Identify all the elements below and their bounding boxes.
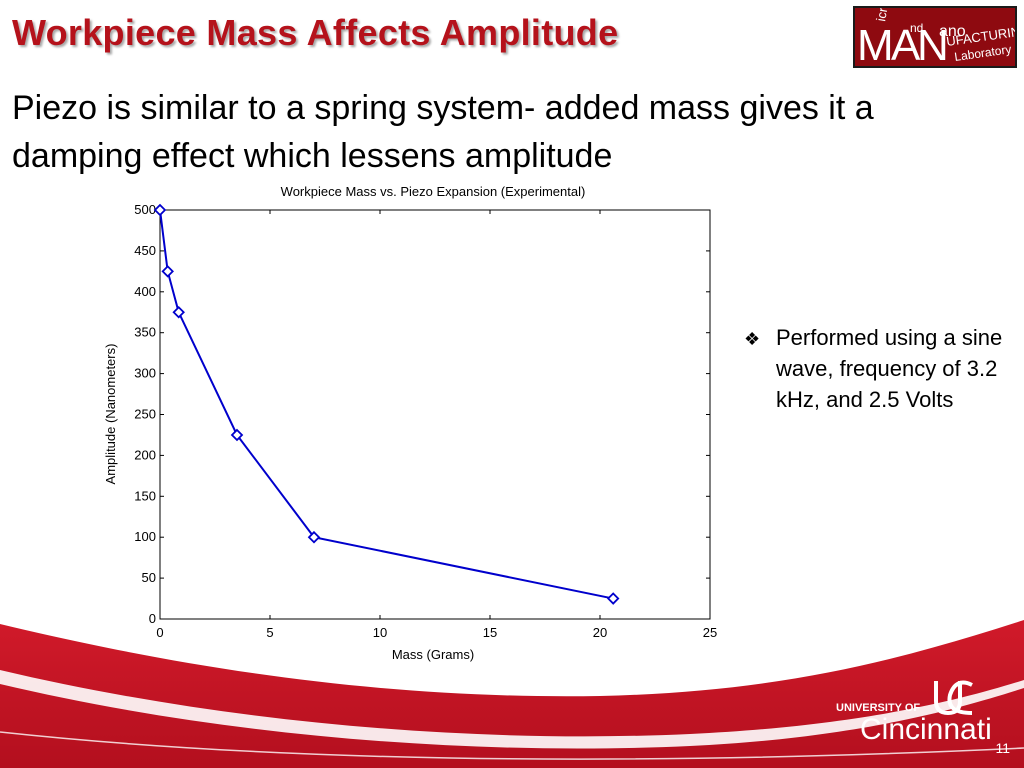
- lab-logo-word-ano: ano: [939, 23, 966, 40]
- y-tick-label: 350: [134, 325, 156, 340]
- bullet-text: Performed using a sine wave, frequency o…: [776, 325, 1003, 412]
- slide-subtitle: Piezo is similar to a spring system- add…: [12, 89, 874, 175]
- y-tick-label: 400: [134, 284, 156, 299]
- chart-series: [153, 203, 620, 605]
- x-tick-label: 0: [156, 625, 163, 640]
- y-tick-label: 250: [134, 407, 156, 422]
- data-point: [161, 265, 174, 278]
- chart-plot-area: [159, 209, 711, 620]
- chart-title: Workpiece Mass vs. Piezo Expansion (Expe…: [281, 184, 586, 199]
- y-tick-label: 50: [142, 570, 156, 585]
- y-tick-label: 500: [134, 202, 156, 217]
- y-tick-label: 450: [134, 243, 156, 258]
- uc-monogram-icon: [934, 680, 973, 716]
- chart-svg: Workpiece Mass vs. Piezo Expansion (Expe…: [103, 184, 717, 662]
- x-axis-ticks: 0 5 10 15 20 25: [156, 210, 717, 640]
- series-line: [159, 209, 614, 600]
- data-point: [153, 203, 167, 217]
- x-axis-label: Mass (Grams): [392, 647, 474, 662]
- footer-white-swoosh: [0, 670, 1024, 749]
- y-tick-label: 100: [134, 529, 156, 544]
- page-number: 11: [995, 740, 1010, 756]
- diamond-bullet-icon: ❖: [744, 329, 761, 349]
- cincinnati-text: Cincinnati: [860, 713, 992, 746]
- university-logo: UNIVERSITY OF Cincinnati: [836, 680, 992, 746]
- x-tick-label: 15: [483, 625, 497, 640]
- x-tick-label: 10: [373, 625, 387, 640]
- x-tick-label: 5: [266, 625, 273, 640]
- data-point: [307, 530, 321, 544]
- y-tick-label: 0: [149, 611, 156, 626]
- x-tick-label: 20: [593, 625, 607, 640]
- bullet-item: ❖ Performed using a sine wave, frequency…: [744, 322, 1014, 415]
- data-point: [230, 428, 244, 442]
- x-tick-label: 25: [703, 625, 717, 640]
- slide-title: Workpiece Mass Affects Amplitude: [12, 12, 619, 53]
- lab-logo-art: M A N icro nd ano UFACTURING Laboratory: [857, 8, 1015, 66]
- y-axis-label: Amplitude (Nanometers): [103, 344, 118, 485]
- lab-logo-word-nd: nd: [910, 21, 923, 35]
- data-point: [606, 592, 620, 605]
- lab-logo-word-icro: icro: [873, 8, 891, 23]
- y-tick-label: 150: [134, 488, 156, 503]
- data-point: [172, 305, 185, 319]
- footer-thin-line: [0, 731, 1024, 760]
- lab-logo-letter-n: N: [917, 21, 949, 66]
- y-tick-label: 300: [134, 366, 156, 381]
- lab-logo-letter-m: M: [857, 21, 894, 66]
- university-of-text: UNIVERSITY OF: [836, 702, 920, 714]
- lab-logo-letter-a: A: [891, 21, 921, 66]
- y-axis-ticks: 0 50 100 150 200 250 300 350 400 450 500: [134, 202, 710, 626]
- lab-logo: M A N icro nd ano UFACTURING Laboratory: [853, 6, 1017, 68]
- chart: Workpiece Mass vs. Piezo Expansion (Expe…: [90, 178, 730, 668]
- y-tick-label: 200: [134, 447, 156, 462]
- footer-banner: [0, 620, 1024, 768]
